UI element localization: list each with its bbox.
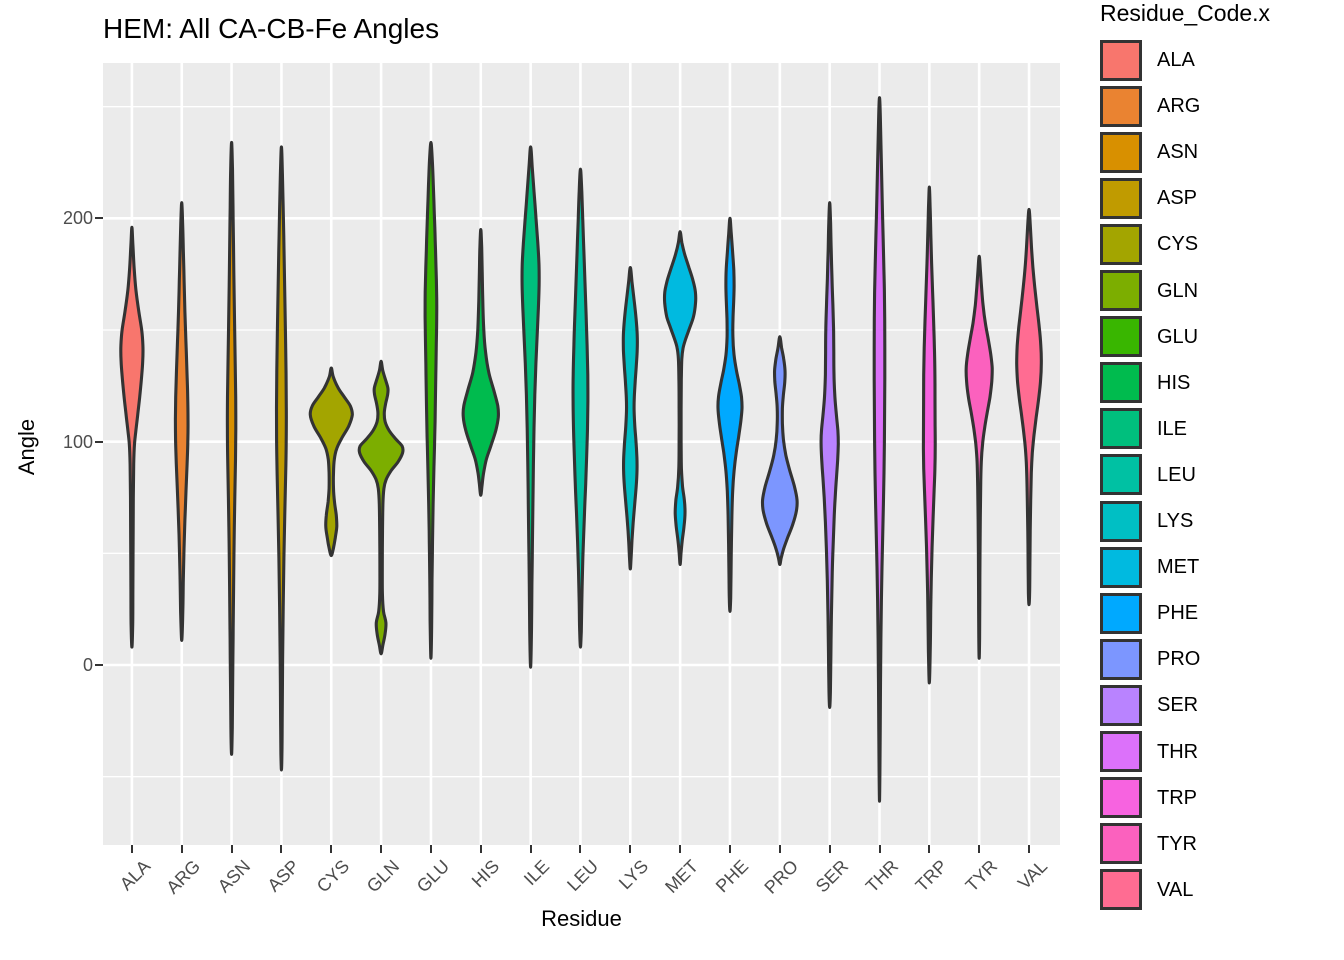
legend-label-TYR: TYR <box>1157 832 1197 855</box>
legend: Residue_Code.x ALA ARG ASN ASP CYS GLN GLU HIS I… <box>1100 0 1344 960</box>
legend-label-ASP: ASP <box>1157 187 1198 210</box>
x-tick <box>928 845 931 853</box>
legend-label-CYS: CYS <box>1157 233 1199 256</box>
legend-label-ILE: ILE <box>1157 417 1188 440</box>
x-axis-title: Residue <box>541 906 622 931</box>
y-tick <box>95 217 103 220</box>
x-tick <box>828 845 831 853</box>
violin-ILE <box>520 145 541 669</box>
legend-label-TRP: TRP <box>1157 786 1197 809</box>
x-tick <box>180 845 183 853</box>
x-tick <box>728 845 731 853</box>
y-tick <box>95 664 103 666</box>
x-tick <box>679 845 682 853</box>
x-tick <box>380 845 383 853</box>
violin-ALA <box>119 225 145 649</box>
y-axis-title: Angle <box>14 418 39 476</box>
violin-plot-svg <box>103 63 1060 845</box>
legend-label-GLU: GLU <box>1157 325 1199 348</box>
violin-ASN <box>225 140 238 756</box>
violin-THR <box>872 96 887 803</box>
violin-CYS <box>308 366 354 558</box>
violin-PRO <box>760 335 799 567</box>
y-tick-label: 100 <box>62 431 93 452</box>
legend-key-TYR <box>1100 823 1142 865</box>
violin-TRP <box>921 185 937 685</box>
x-tick <box>579 845 582 853</box>
violin-TYR <box>964 254 994 660</box>
legend-key-ASN <box>1100 131 1142 173</box>
violin-HIS <box>461 227 501 497</box>
legend-key-GLU <box>1100 316 1142 358</box>
legend-key-HIS <box>1100 362 1142 404</box>
legend-key-VAL <box>1100 869 1142 911</box>
legend-key-PHE <box>1100 592 1142 634</box>
legend-label-LEU: LEU <box>1157 463 1196 486</box>
legend-key-THR <box>1100 731 1142 772</box>
legend-key-ARG <box>1100 85 1142 127</box>
legend-key-LYS <box>1100 500 1142 542</box>
x-tick <box>130 845 133 853</box>
x-tick <box>978 845 981 853</box>
legend-key-MET <box>1100 546 1142 588</box>
violin-ARG <box>173 201 190 642</box>
violin-MET <box>662 230 698 567</box>
legend-key-GLN <box>1100 270 1142 311</box>
legend-label-LYS: LYS <box>1157 510 1194 532</box>
legend-label-GLN: GLN <box>1157 279 1199 302</box>
legend-label-PRO: PRO <box>1157 648 1201 671</box>
legend-key-LEU <box>1100 454 1142 496</box>
legend-key-CYS <box>1100 223 1142 265</box>
y-tick <box>95 440 103 443</box>
y-tick-label: 200 <box>62 208 93 229</box>
legend-key-ILE <box>1100 408 1142 450</box>
x-tick <box>529 845 532 853</box>
legend-label-MET: MET <box>1157 556 1200 579</box>
legend-label-THR: THR <box>1157 740 1199 763</box>
plot-title: HEM: All CA-CB-Fe Angles <box>103 13 440 44</box>
legend-title: Residue_Code.x <box>1100 0 1271 26</box>
violin-GLN <box>357 359 405 656</box>
x-tick <box>629 845 632 853</box>
legend-label-VAL: VAL <box>1157 878 1194 901</box>
violin-LEU <box>571 167 590 649</box>
x-tick <box>878 845 881 853</box>
x-tick <box>778 845 781 853</box>
x-tick <box>1028 845 1031 853</box>
violin-VAL <box>1015 207 1043 607</box>
legend-key-ALA <box>1100 39 1142 81</box>
x-tick <box>330 845 333 853</box>
violin-SER <box>819 201 840 709</box>
legend-key-PRO <box>1100 638 1142 680</box>
x-tick <box>479 845 482 853</box>
legend-label-HIS: HIS <box>1157 371 1191 394</box>
legend-label-SER: SER <box>1157 694 1199 717</box>
violin-LYS <box>621 265 639 571</box>
y-tick-label: 0 <box>82 655 93 675</box>
legend-key-TRP <box>1100 777 1142 819</box>
x-tick <box>280 845 283 853</box>
legend-label-ASN: ASN <box>1157 141 1199 164</box>
violin-PHE <box>716 216 744 613</box>
legend-label-ALA: ALA <box>1157 49 1195 71</box>
violin-GLU <box>423 140 439 660</box>
legend-label-ARG: ARG <box>1157 95 1201 118</box>
x-tick <box>429 845 432 853</box>
x-tick <box>230 845 233 853</box>
legend-key-ASP <box>1100 177 1142 219</box>
legend-key-SER <box>1100 684 1142 726</box>
legend-label-PHE: PHE <box>1157 602 1199 625</box>
plot-panel <box>103 63 1060 845</box>
violin-ASP <box>274 145 288 772</box>
